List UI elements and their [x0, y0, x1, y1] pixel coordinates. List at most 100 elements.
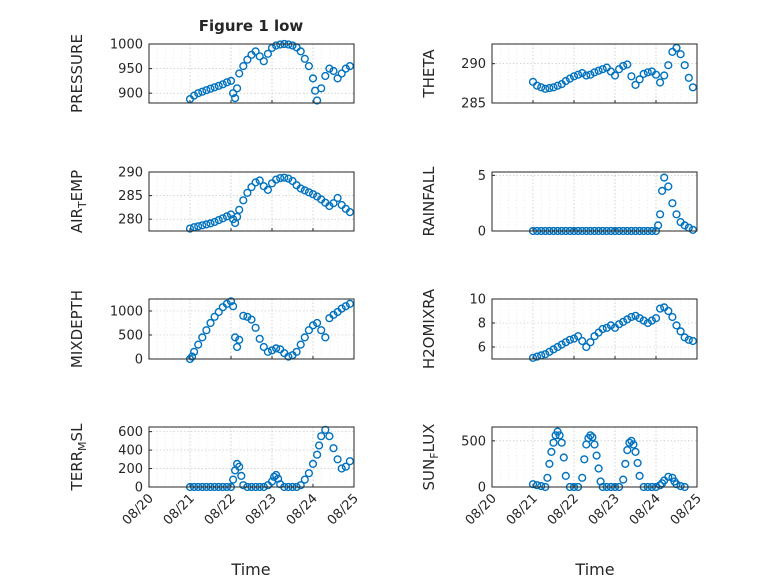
data-point [588, 433, 597, 442]
data-point [688, 225, 698, 235]
data-point [592, 451, 601, 460]
x-tick-label: 08/23 [586, 491, 623, 528]
axes-frame [148, 171, 355, 232]
data-point [559, 453, 568, 462]
data-point [233, 212, 242, 221]
data-point [341, 302, 350, 311]
axes-frame [491, 43, 698, 104]
data-point [565, 335, 575, 344]
x-tick-label: 08/25 [325, 491, 362, 528]
y-axis-label-0: PRESSURE [68, 34, 86, 113]
data-point [633, 458, 642, 468]
y-tick-label: 290 [461, 57, 486, 72]
data-point [288, 176, 297, 186]
data-point [631, 447, 640, 457]
data-point [569, 72, 579, 81]
data-point [284, 174, 293, 183]
y-tick-label: 950 [118, 62, 143, 77]
data-point [325, 432, 334, 441]
data-point [655, 78, 665, 87]
data-point [194, 340, 203, 349]
data-point [561, 471, 570, 481]
data-point [660, 173, 669, 182]
data-point [206, 219, 215, 228]
data-point [210, 312, 219, 321]
data-point [557, 340, 566, 349]
data-point [308, 190, 318, 199]
data-point [214, 81, 223, 90]
axes-frame [491, 298, 698, 360]
data-point [218, 214, 227, 223]
data-point [639, 69, 648, 79]
data-point [672, 210, 681, 219]
data-point [664, 182, 673, 191]
data-point [296, 481, 305, 490]
data-point [578, 68, 587, 78]
data-point [337, 69, 346, 78]
data-point [528, 353, 538, 362]
y-tick-label: 290 [118, 166, 143, 181]
data-point [235, 462, 244, 471]
y-tick-label: 280 [118, 213, 143, 228]
y-tick-label: 8 [478, 317, 486, 332]
data-point [259, 57, 268, 66]
data-point [606, 67, 616, 76]
data-point [590, 68, 599, 77]
data-point [668, 312, 677, 322]
data-point [321, 333, 330, 342]
data-point [619, 317, 628, 326]
y-tick-label: 5 [478, 169, 486, 184]
data-point [313, 96, 322, 105]
data-point [272, 175, 281, 184]
data-point [582, 71, 591, 80]
data-point [231, 93, 240, 103]
data-point [655, 481, 665, 490]
subplot-3: 0 5 RAINFALL [420, 166, 698, 240]
data-point [267, 346, 277, 355]
data-point [565, 74, 575, 83]
data-point [657, 186, 667, 196]
data-point [214, 216, 223, 225]
y-axis-label-2: AIRTEMP [68, 170, 89, 233]
data-point [233, 342, 242, 352]
data-point [270, 472, 279, 481]
data-point [222, 78, 232, 87]
data-point [561, 338, 570, 347]
data-point [561, 76, 570, 86]
data-point [308, 459, 318, 469]
data-point [284, 352, 293, 361]
data-point [315, 441, 324, 450]
data-point [202, 86, 211, 95]
data-point [672, 480, 681, 489]
data-point [532, 481, 542, 490]
data-point [660, 71, 669, 80]
y-tick-label: 400 [118, 444, 143, 459]
data-point [239, 311, 248, 320]
y-tick-label: 600 [118, 425, 143, 440]
data-point [239, 196, 248, 205]
data-point [672, 321, 681, 330]
data-point [680, 61, 689, 70]
data-point [672, 43, 681, 53]
data-point [304, 188, 314, 197]
data-point [194, 89, 203, 98]
y-axis-label-4: MIXDEPTH [68, 290, 86, 368]
data-point [590, 440, 599, 449]
data-point [210, 217, 219, 227]
data-point [594, 66, 603, 75]
data-point [625, 438, 634, 447]
data-point [190, 347, 199, 356]
data-point [272, 41, 281, 50]
data-point [549, 345, 558, 354]
data-point [602, 323, 611, 332]
data-point [300, 475, 309, 484]
x-tick-label: 08/24 [627, 491, 664, 528]
data-point [333, 74, 342, 83]
data-point [345, 61, 355, 71]
data-point [206, 318, 215, 328]
data-point [635, 75, 644, 84]
data-point [635, 471, 644, 481]
axes-frame [148, 298, 355, 360]
subplot-1: 285 290 THETA [420, 43, 698, 112]
